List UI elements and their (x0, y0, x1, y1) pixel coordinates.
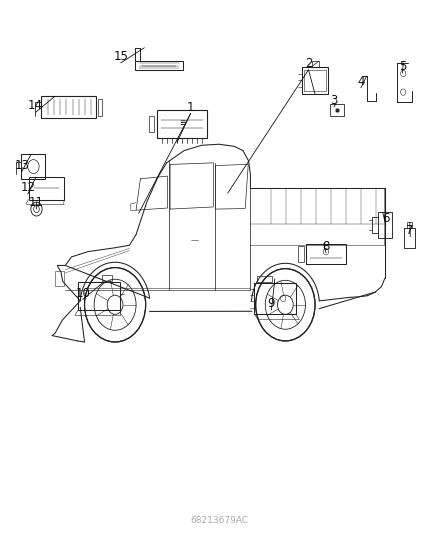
Bar (257, 276, 272, 282)
Text: 1: 1 (187, 101, 194, 114)
Bar (55, 271, 64, 286)
Bar (102, 275, 113, 281)
Text: 2: 2 (305, 57, 312, 70)
Bar (306, 244, 346, 264)
Bar (21, 155, 46, 179)
Bar (98, 99, 102, 116)
Bar (404, 228, 416, 248)
Text: 68213679AC: 68213679AC (190, 516, 248, 525)
Text: 12: 12 (20, 181, 35, 195)
Text: 10: 10 (75, 287, 90, 300)
Text: ≡: ≡ (179, 118, 185, 127)
Text: 6: 6 (382, 212, 389, 225)
Bar (28, 177, 64, 199)
Bar (78, 282, 120, 310)
Text: 8: 8 (322, 240, 330, 253)
Text: 9: 9 (268, 297, 275, 310)
Text: 3: 3 (330, 94, 338, 107)
Text: 7: 7 (406, 224, 414, 237)
Bar (330, 104, 344, 116)
Text: 13: 13 (14, 159, 29, 172)
Bar (298, 246, 304, 262)
Bar (302, 67, 328, 94)
Text: 14: 14 (28, 100, 43, 112)
Text: 11: 11 (29, 196, 44, 209)
Bar (378, 212, 392, 238)
Bar (135, 61, 183, 70)
Text: 4: 4 (357, 75, 365, 88)
Text: 5: 5 (399, 60, 406, 73)
Bar (41, 96, 95, 118)
Text: 15: 15 (113, 50, 128, 63)
Bar (304, 70, 326, 91)
Bar (254, 283, 296, 314)
Bar (149, 116, 154, 132)
Bar (157, 110, 207, 138)
